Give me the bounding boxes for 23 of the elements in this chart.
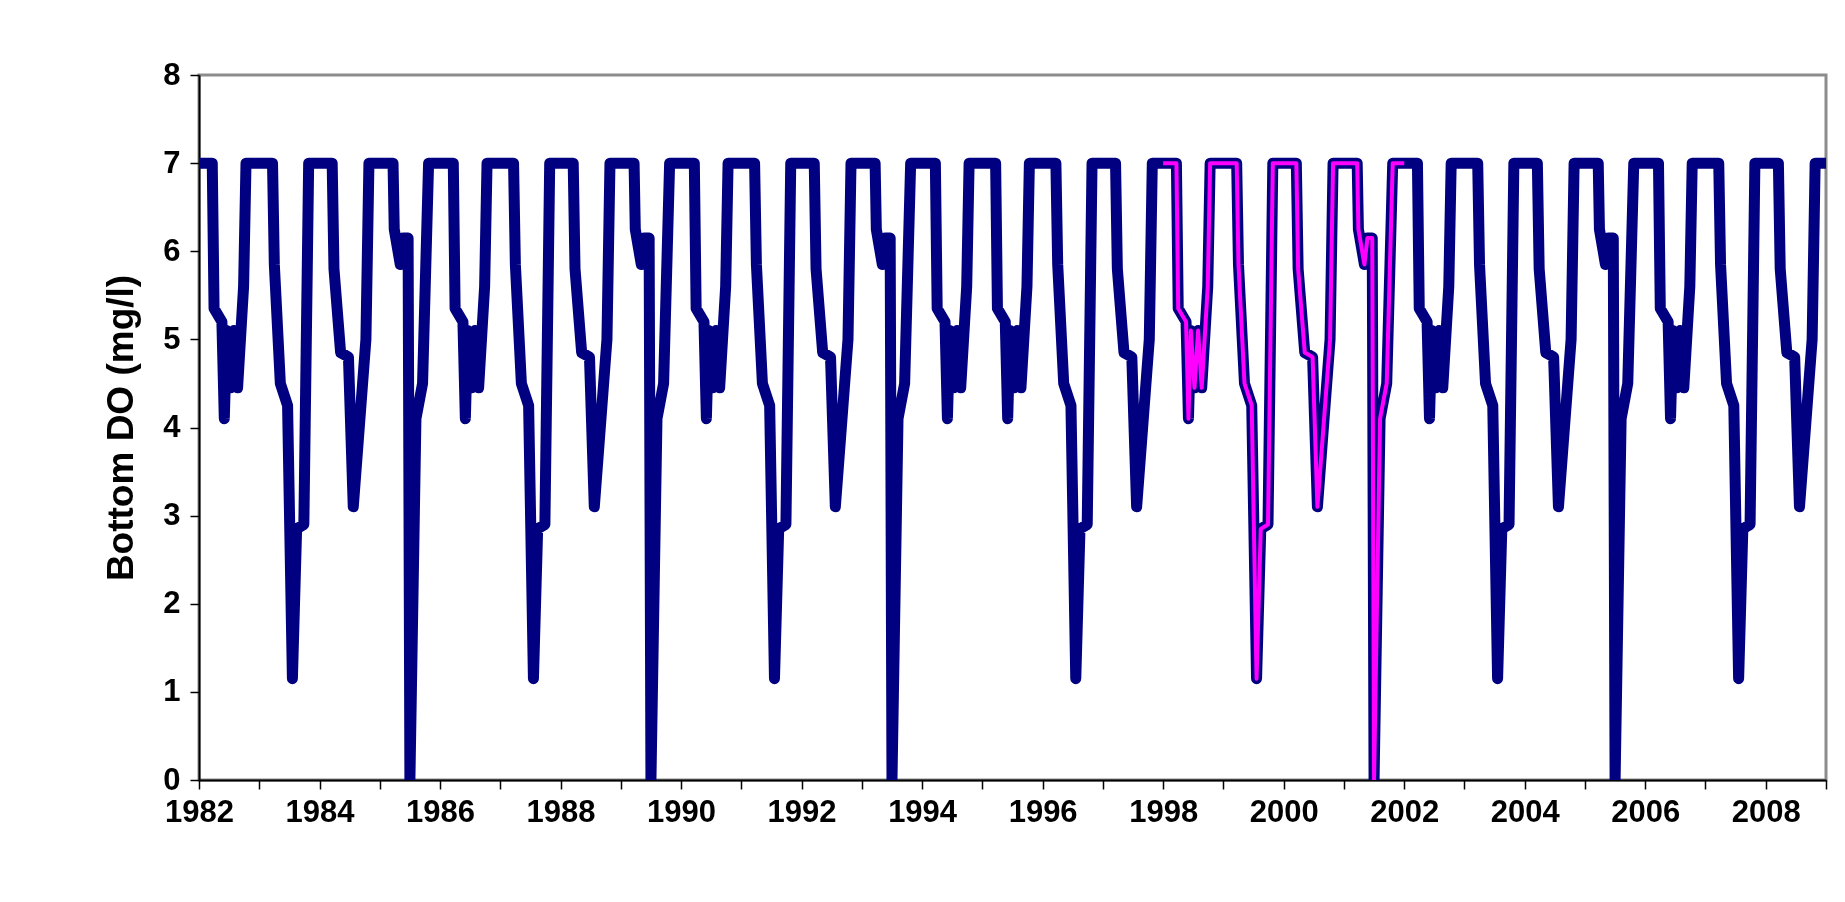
- x-tick-label: 1994: [888, 793, 958, 829]
- x-tick-label: 1986: [406, 793, 476, 829]
- x-tick-label: 2002: [1370, 793, 1440, 829]
- y-tick-label: 3: [163, 497, 181, 533]
- y-tick-label: 6: [163, 232, 181, 268]
- x-tick-label: 1998: [1129, 793, 1199, 829]
- y-tick-label: 4: [163, 409, 182, 444]
- x-tick-label: 1992: [767, 793, 837, 829]
- y-tick-label: 8: [163, 56, 181, 92]
- line-series: [1161, 161, 1407, 780]
- y-tick-label: 5: [163, 320, 181, 356]
- x-tick-label: 1984: [285, 793, 356, 829]
- x-tick-label: 2008: [1731, 793, 1801, 829]
- x-tick-label: 1990: [647, 793, 717, 829]
- x-tick-label: 2004: [1490, 793, 1561, 829]
- x-tick-label: 1988: [526, 793, 596, 829]
- y-axis-title: Bottom DO (mg/l): [100, 274, 142, 582]
- x-tick-label: 2006: [1611, 793, 1681, 829]
- x-tick-label: 2000: [1249, 793, 1319, 829]
- y-tick-label: 2: [163, 585, 181, 621]
- y-tick-label: 7: [163, 144, 181, 180]
- y-tick-label: 1: [163, 673, 181, 709]
- x-tick-label: 1996: [1008, 793, 1078, 829]
